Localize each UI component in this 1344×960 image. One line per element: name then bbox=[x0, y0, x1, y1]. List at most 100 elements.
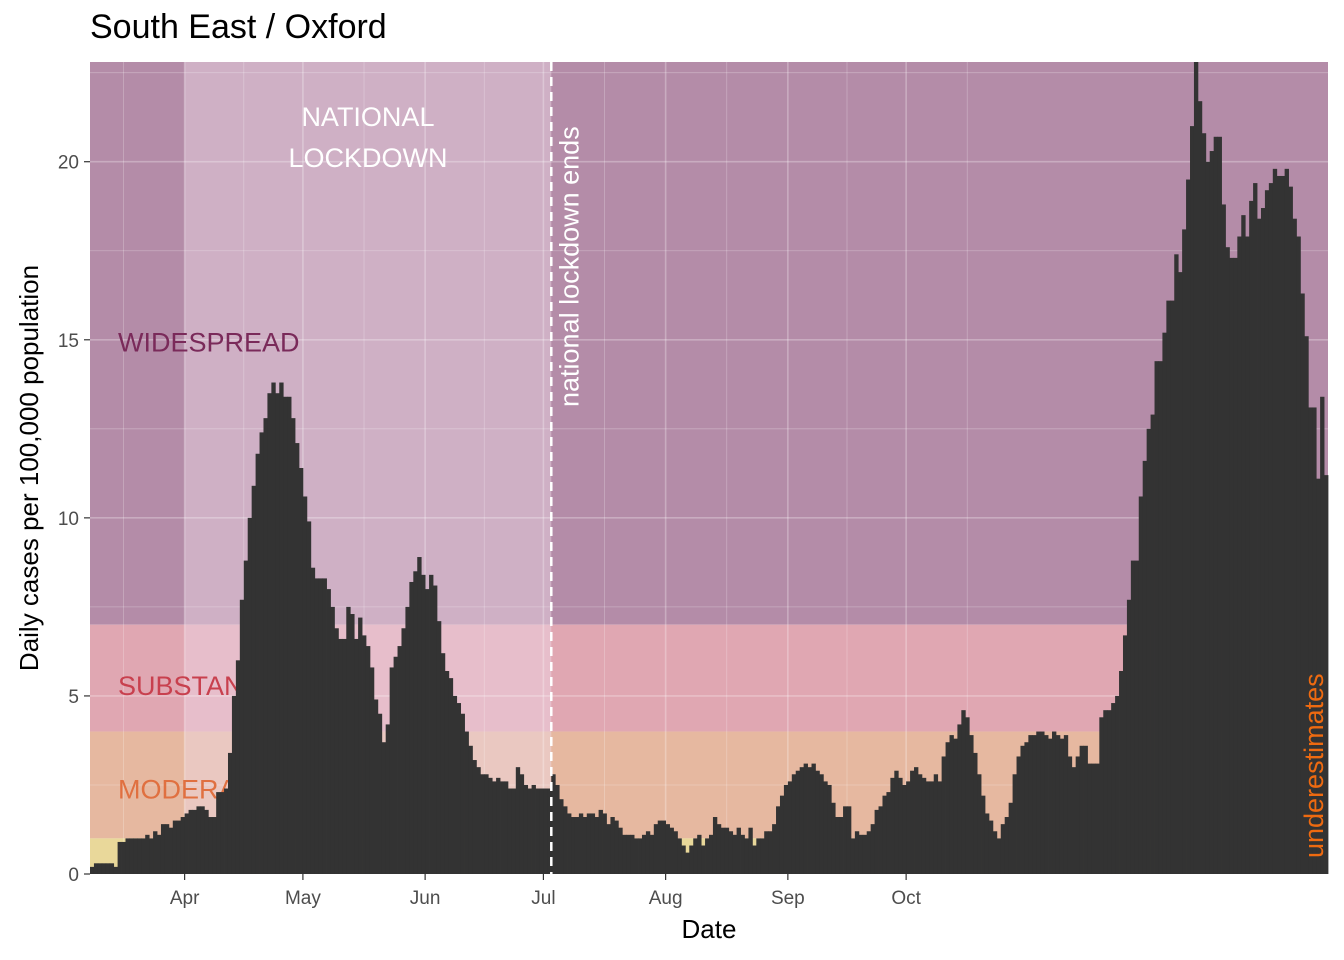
bar bbox=[511, 788, 517, 874]
bar bbox=[973, 752, 978, 874]
bar bbox=[1000, 824, 1006, 874]
bar bbox=[444, 671, 450, 874]
bar bbox=[377, 713, 383, 874]
bar bbox=[929, 781, 935, 874]
bar bbox=[1087, 763, 1092, 874]
bar bbox=[772, 824, 777, 874]
bar bbox=[618, 827, 623, 874]
bar bbox=[157, 834, 162, 874]
underestimates-label: underestimates bbox=[1299, 673, 1329, 858]
bar bbox=[590, 813, 596, 874]
bar bbox=[795, 770, 801, 874]
x-axis-title: Date bbox=[682, 914, 737, 944]
bar bbox=[807, 767, 812, 874]
bar bbox=[1312, 407, 1317, 874]
bar bbox=[117, 841, 122, 874]
bar bbox=[1182, 229, 1187, 874]
bar bbox=[657, 820, 663, 874]
bar bbox=[425, 589, 430, 874]
bar bbox=[421, 574, 426, 874]
bar bbox=[559, 799, 564, 874]
bar bbox=[1205, 161, 1211, 874]
bar bbox=[673, 831, 678, 874]
bar bbox=[677, 838, 682, 874]
bar bbox=[582, 817, 588, 874]
bar bbox=[689, 845, 694, 874]
bar bbox=[902, 784, 907, 874]
bar bbox=[168, 827, 174, 874]
bar bbox=[472, 760, 477, 874]
bar bbox=[417, 557, 422, 874]
bar bbox=[850, 838, 856, 874]
y-axis-title: Daily cases per 100,000 population bbox=[14, 265, 44, 671]
bar bbox=[220, 792, 225, 874]
bar bbox=[1079, 745, 1084, 874]
bar bbox=[977, 774, 982, 874]
lockdown-label-line1: NATIONAL bbox=[301, 102, 434, 132]
bar bbox=[283, 396, 288, 874]
bar bbox=[653, 824, 659, 874]
bar bbox=[984, 813, 990, 874]
bar bbox=[594, 817, 600, 874]
bar bbox=[586, 813, 592, 874]
bar bbox=[1028, 735, 1033, 874]
bar bbox=[149, 838, 154, 874]
bar bbox=[259, 432, 264, 874]
bar bbox=[1233, 257, 1238, 874]
bar bbox=[354, 638, 359, 874]
bar bbox=[728, 831, 734, 874]
bar bbox=[334, 628, 339, 874]
bar bbox=[492, 781, 497, 874]
bar bbox=[1111, 703, 1116, 874]
bar bbox=[322, 578, 327, 874]
bar bbox=[835, 817, 840, 874]
bar bbox=[1067, 756, 1073, 874]
bar bbox=[1138, 496, 1144, 874]
bar bbox=[854, 831, 860, 874]
bar bbox=[1059, 738, 1065, 874]
bar bbox=[1115, 695, 1120, 874]
bar bbox=[468, 745, 473, 874]
bar bbox=[224, 788, 229, 874]
bar bbox=[1253, 183, 1258, 875]
bar bbox=[275, 393, 280, 874]
bar bbox=[1040, 731, 1045, 874]
bar bbox=[208, 817, 213, 874]
bar bbox=[681, 845, 686, 874]
bar bbox=[988, 820, 994, 874]
bar bbox=[302, 496, 308, 874]
bar bbox=[271, 382, 276, 874]
bar bbox=[693, 838, 698, 874]
x-tick-label: May bbox=[285, 888, 321, 909]
bar bbox=[164, 824, 170, 874]
bar bbox=[326, 589, 331, 874]
bar bbox=[1170, 300, 1175, 875]
bar bbox=[247, 517, 253, 874]
bar bbox=[1225, 247, 1230, 874]
bar bbox=[716, 824, 722, 874]
bar bbox=[1201, 133, 1207, 874]
bar bbox=[910, 770, 915, 874]
bar bbox=[669, 827, 674, 874]
bar bbox=[137, 838, 142, 874]
bar bbox=[409, 581, 414, 874]
bar bbox=[125, 838, 130, 874]
bar bbox=[846, 806, 852, 874]
bar bbox=[752, 845, 757, 874]
bar bbox=[318, 578, 324, 874]
axes: 0 5 10 15 20 Apr May Jun Jul Aug Sep Oct bbox=[58, 153, 922, 909]
bar bbox=[188, 809, 193, 874]
bar bbox=[350, 614, 355, 874]
bar bbox=[878, 806, 883, 874]
bar bbox=[393, 656, 398, 874]
bar bbox=[724, 827, 730, 874]
bar bbox=[555, 784, 560, 874]
bar bbox=[460, 713, 465, 874]
bar bbox=[874, 809, 879, 874]
bar bbox=[1190, 126, 1195, 874]
bar bbox=[1012, 774, 1017, 874]
bar bbox=[638, 838, 643, 874]
bar bbox=[1044, 735, 1049, 874]
bar bbox=[622, 834, 627, 874]
bar bbox=[1146, 428, 1151, 874]
